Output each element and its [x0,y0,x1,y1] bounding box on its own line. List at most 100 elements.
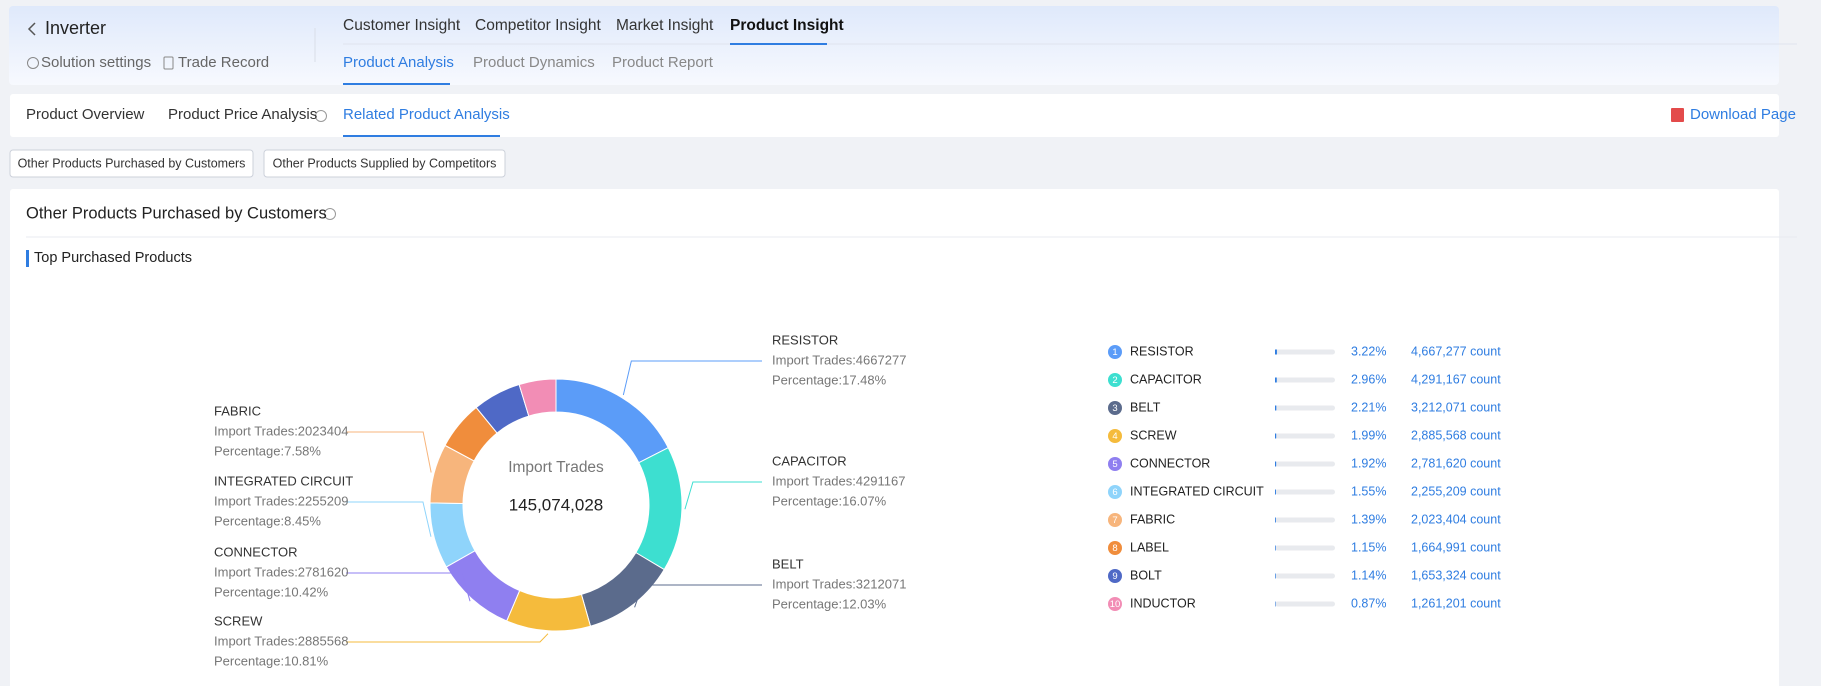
callout-percent: Percentage:17.48% [772,372,887,387]
share-label: 1.92% [1351,456,1386,470]
callout-trades: Import Trades:2255209 [214,493,348,508]
record-link[interactable]: Trade Record [178,54,269,71]
share-bar [1275,350,1277,355]
section-subtitle: Top Purchased Products [34,250,192,266]
share-bar [1275,602,1276,607]
share-track [1275,490,1335,495]
product-name: INDUCTOR [1130,596,1196,610]
callout-name: INTEGRATED CIRCUIT [214,473,353,488]
page-tab[interactable]: Product Price Analysis [168,106,317,123]
rank-number: 10 [1110,599,1121,610]
callout-percent: Percentage:16.07% [772,493,887,508]
product-name: FABRIC [1130,512,1175,526]
nav-tab[interactable]: Product Insight [730,17,844,34]
count-label: 2,023,404 count [1411,512,1501,526]
count-label: 1,653,324 count [1411,568,1501,582]
subnav-tab[interactable]: Product Report [612,54,714,71]
active-underline [730,43,827,45]
count-label: 1,664,991 count [1411,540,1501,554]
product-name: SCREW [1130,428,1177,442]
callout-trades: Import Trades:4291167 [772,473,905,488]
share-track [1275,462,1335,467]
callout-name: SCREW [214,613,263,628]
settings-link[interactable]: Solution settings [41,54,151,71]
share-bar [1275,434,1276,439]
product-name: CAPACITOR [1130,372,1202,386]
active-underline [343,135,500,137]
rank-number: 8 [1112,543,1117,554]
rank-number: 9 [1112,571,1117,582]
active-underline [343,83,450,85]
callout-trades: Import Trades:2781620 [214,564,348,579]
share-label: 2.21% [1351,400,1386,414]
rank-number: 7 [1112,515,1117,526]
count-label: 2,885,568 count [1411,428,1501,442]
nav-tab[interactable]: Customer Insight [343,17,461,34]
page-tab[interactable]: Related Product Analysis [343,106,510,123]
product-name: INTEGRATED CIRCUIT [1130,484,1264,498]
page-title: Inverter [45,18,106,38]
header-panel [9,6,1779,85]
section-title: Other Products Purchased by Customers [26,204,327,222]
callout-trades: Import Trades:4667277 [772,352,906,367]
button-label[interactable]: Other Products Supplied by Competitors [273,156,497,170]
share-track [1275,546,1335,551]
rank-number: 4 [1112,431,1117,442]
subnav-tab[interactable]: Product Dynamics [473,54,595,71]
rank-number: 5 [1112,459,1117,470]
donut-center-label: Import Trades [508,459,604,476]
callout-percent: Percentage:10.42% [214,584,329,599]
nav-tab[interactable]: Market Insight [616,17,714,34]
share-track [1275,602,1335,607]
share-bar [1275,574,1276,579]
share-label: 3.22% [1351,344,1386,358]
callout-name: CAPACITOR [772,453,847,468]
callout-name: BELT [772,556,804,571]
share-label: 1.14% [1351,568,1386,582]
product-name: BOLT [1130,568,1162,582]
callout-percent: Percentage:7.58% [214,443,321,458]
rank-number: 3 [1112,403,1117,414]
count-label: 2,255,209 count [1411,484,1501,498]
callout-trades: Import Trades:2885568 [214,633,348,648]
callout-percent: Percentage:10.81% [214,653,329,668]
subtitle-marker [26,250,29,267]
count-label: 4,667,277 count [1411,344,1501,358]
nav-tab[interactable]: Competitor Insight [475,17,601,34]
share-label: 2.96% [1351,372,1386,386]
share-track [1275,406,1335,411]
share-bar [1275,406,1276,411]
share-label: 1.15% [1351,540,1386,554]
share-bar [1275,546,1276,551]
count-label: 1,261,201 count [1411,596,1501,610]
share-label: 0.87% [1351,596,1386,610]
download-link[interactable]: Download Page [1690,106,1796,123]
callout-percent: Percentage:12.03% [772,596,887,611]
callout-name: RESISTOR [772,332,838,347]
share-track [1275,574,1335,579]
pdf-icon [1671,108,1684,122]
product-name: LABEL [1130,540,1169,554]
count-label: 3,212,071 count [1411,400,1501,414]
callout-name: FABRIC [214,403,261,418]
rank-number: 6 [1112,487,1117,498]
button-label[interactable]: Other Products Purchased by Customers [18,156,246,170]
callout-trades: Import Trades:3212071 [772,576,906,591]
donut-center-value: 145,074,028 [509,495,604,514]
callout-trades: Import Trades:2023404 [214,423,348,438]
share-bar [1275,518,1276,523]
rank-number: 1 [1112,347,1117,358]
share-label: 1.99% [1351,428,1386,442]
share-bar [1275,378,1277,383]
share-label: 1.55% [1351,484,1386,498]
callout-percent: Percentage:8.45% [214,513,321,528]
share-track [1275,350,1335,355]
count-label: 2,781,620 count [1411,456,1501,470]
share-track [1275,434,1335,439]
share-track [1275,518,1335,523]
page-tab[interactable]: Product Overview [26,106,145,123]
count-label: 4,291,167 count [1411,372,1501,386]
subnav-tab[interactable]: Product Analysis [343,54,454,71]
